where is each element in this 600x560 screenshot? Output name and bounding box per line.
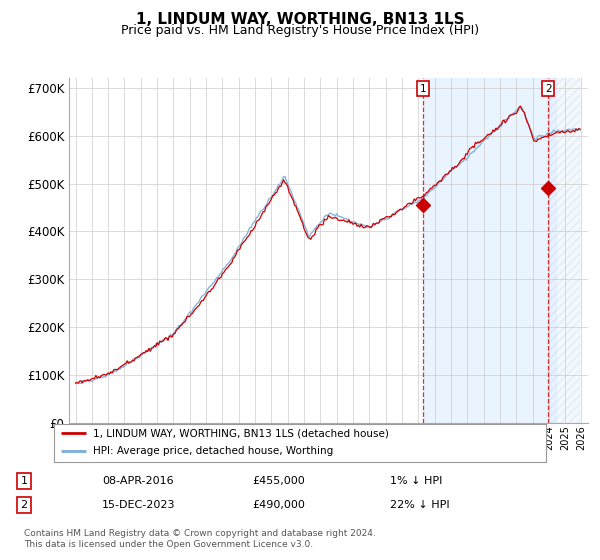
Text: 1, LINDUM WAY, WORTHING, BN13 1LS: 1, LINDUM WAY, WORTHING, BN13 1LS [136,12,464,27]
Text: 2: 2 [20,500,28,510]
Text: £455,000: £455,000 [252,476,305,486]
Text: Contains HM Land Registry data © Crown copyright and database right 2024.
This d: Contains HM Land Registry data © Crown c… [24,529,376,548]
Text: 1: 1 [20,476,28,486]
Text: 22% ↓ HPI: 22% ↓ HPI [390,500,449,510]
Text: HPI: Average price, detached house, Worthing: HPI: Average price, detached house, Wort… [94,446,334,456]
Text: £490,000: £490,000 [252,500,305,510]
Text: 08-APR-2016: 08-APR-2016 [102,476,173,486]
Text: 1, LINDUM WAY, WORTHING, BN13 1LS (detached house): 1, LINDUM WAY, WORTHING, BN13 1LS (detac… [94,428,389,438]
Text: Price paid vs. HM Land Registry's House Price Index (HPI): Price paid vs. HM Land Registry's House … [121,24,479,36]
Text: 15-DEC-2023: 15-DEC-2023 [102,500,176,510]
Text: 2: 2 [545,83,551,94]
Text: 1% ↓ HPI: 1% ↓ HPI [390,476,442,486]
Text: 1: 1 [419,83,426,94]
